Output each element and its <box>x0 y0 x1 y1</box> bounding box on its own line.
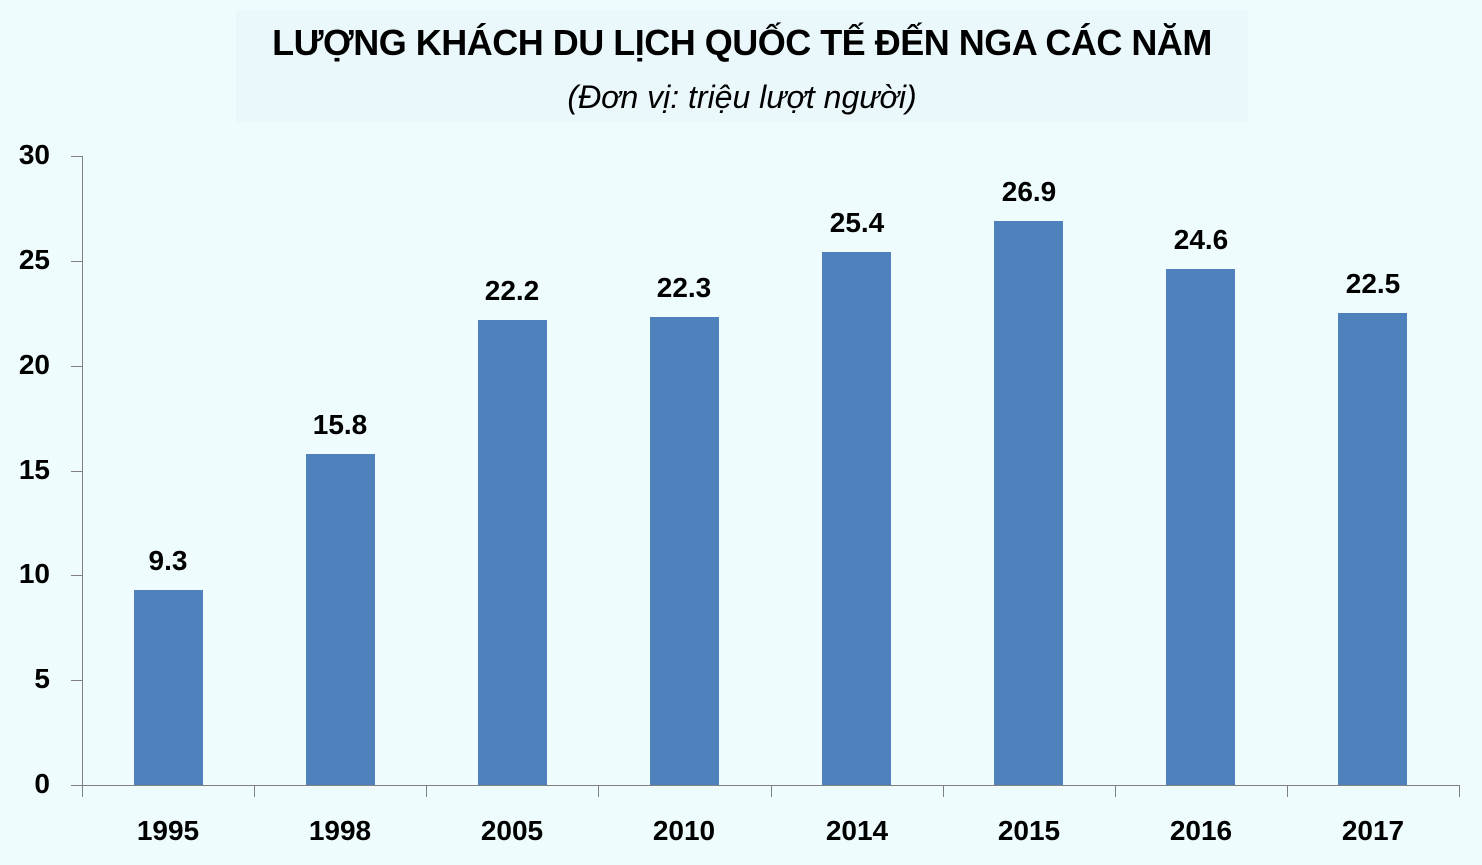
y-tick-label: 10 <box>18 558 50 589</box>
x-tick-label: 2005 <box>480 815 544 846</box>
y-tick-mark <box>71 366 82 367</box>
x-tick-mark <box>254 785 255 797</box>
y-tick-mark <box>71 261 82 262</box>
x-tick-label: 2010 <box>652 815 716 846</box>
x-tick-label: 2016 <box>1169 815 1233 846</box>
chart-title: LƯỢNG KHÁCH DU LỊCH QUỐC TẾ ĐẾN NGA CÁC … <box>272 22 1212 63</box>
x-tick-label: 1995 <box>136 815 200 846</box>
y-tick-mark <box>71 575 82 576</box>
title-background <box>236 10 1248 122</box>
x-tick-label: 2015 <box>997 815 1061 846</box>
data-label: 26.9 <box>1001 176 1057 207</box>
bar-2010 <box>650 317 719 785</box>
bar-2014 <box>822 252 891 785</box>
y-tick-label: 0 <box>34 768 50 799</box>
data-label: 15.8 <box>312 409 368 440</box>
data-label: 22.2 <box>484 275 540 306</box>
x-tick-label: 2017 <box>1341 815 1405 846</box>
data-label: 25.4 <box>829 207 885 238</box>
data-label: 22.5 <box>1345 268 1401 299</box>
bar-2017 <box>1338 313 1407 785</box>
x-tick-mark <box>598 785 599 797</box>
x-tick-mark <box>1115 785 1116 797</box>
chart-subtitle: (Đơn vị: triệu lượt người) <box>567 79 917 115</box>
bar-1998 <box>306 454 375 785</box>
x-tick-mark <box>771 785 772 797</box>
y-tick-mark <box>71 785 82 786</box>
y-tick-mark <box>71 471 82 472</box>
y-tick-label: 30 <box>18 139 50 170</box>
x-tick-label: 1998 <box>308 815 372 846</box>
y-tick-mark <box>71 156 82 157</box>
x-tick-mark <box>1459 785 1460 797</box>
x-tick-mark <box>82 785 83 797</box>
y-tick-mark <box>71 680 82 681</box>
y-axis-line <box>82 156 83 786</box>
data-label: 24.6 <box>1173 224 1229 255</box>
bar-2015 <box>994 221 1063 785</box>
y-tick-label: 25 <box>18 244 50 275</box>
data-label: 22.3 <box>656 272 712 303</box>
bar-2016 <box>1166 269 1235 785</box>
data-label: 9.3 <box>148 545 188 576</box>
x-tick-mark <box>426 785 427 797</box>
y-tick-label: 5 <box>34 663 50 694</box>
y-tick-label: 20 <box>18 349 50 380</box>
x-tick-mark <box>943 785 944 797</box>
x-tick-mark <box>1287 785 1288 797</box>
y-tick-label: 15 <box>18 454 50 485</box>
x-axis-line <box>71 785 1459 786</box>
x-tick-label: 2014 <box>825 815 889 846</box>
bar-1995 <box>134 590 203 785</box>
bar-2005 <box>478 320 547 785</box>
